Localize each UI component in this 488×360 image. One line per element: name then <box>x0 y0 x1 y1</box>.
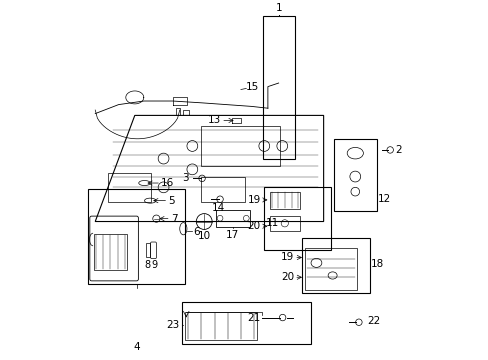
Text: 16: 16 <box>148 178 174 188</box>
Text: 20: 20 <box>247 221 266 231</box>
Text: 6: 6 <box>193 227 200 237</box>
Bar <box>269 192 300 209</box>
Bar <box>264 187 330 250</box>
Text: 3: 3 <box>182 174 188 183</box>
Bar <box>146 243 150 257</box>
Text: 12: 12 <box>378 194 391 203</box>
Text: 15: 15 <box>246 82 259 93</box>
Bar <box>94 234 126 270</box>
Bar <box>305 248 356 290</box>
Bar <box>263 17 294 158</box>
Text: 5: 5 <box>154 195 175 206</box>
Text: 11: 11 <box>265 218 278 228</box>
Bar <box>181 302 310 344</box>
Text: 9: 9 <box>151 260 157 270</box>
Text: 1: 1 <box>275 3 282 13</box>
Text: 2: 2 <box>394 145 401 155</box>
Text: 19: 19 <box>247 195 266 205</box>
Text: 10: 10 <box>197 231 210 241</box>
Text: 7: 7 <box>160 213 177 224</box>
Text: 4: 4 <box>133 342 140 352</box>
Bar <box>107 173 151 202</box>
Bar <box>269 216 300 230</box>
Bar <box>215 210 249 227</box>
Bar <box>302 238 369 293</box>
Text: 13: 13 <box>207 116 233 125</box>
Bar <box>185 312 257 340</box>
Text: 23: 23 <box>165 320 179 330</box>
Text: 18: 18 <box>370 258 384 269</box>
Bar <box>333 139 376 211</box>
Text: 21: 21 <box>247 312 260 323</box>
Text: 19: 19 <box>280 252 301 262</box>
Bar <box>88 189 185 284</box>
Text: 8: 8 <box>144 260 150 270</box>
Text: 22: 22 <box>367 316 380 326</box>
Text: 17: 17 <box>225 230 239 240</box>
Bar <box>201 126 280 166</box>
Bar <box>201 176 244 202</box>
Text: 14: 14 <box>211 203 224 213</box>
Text: 20: 20 <box>281 272 301 282</box>
